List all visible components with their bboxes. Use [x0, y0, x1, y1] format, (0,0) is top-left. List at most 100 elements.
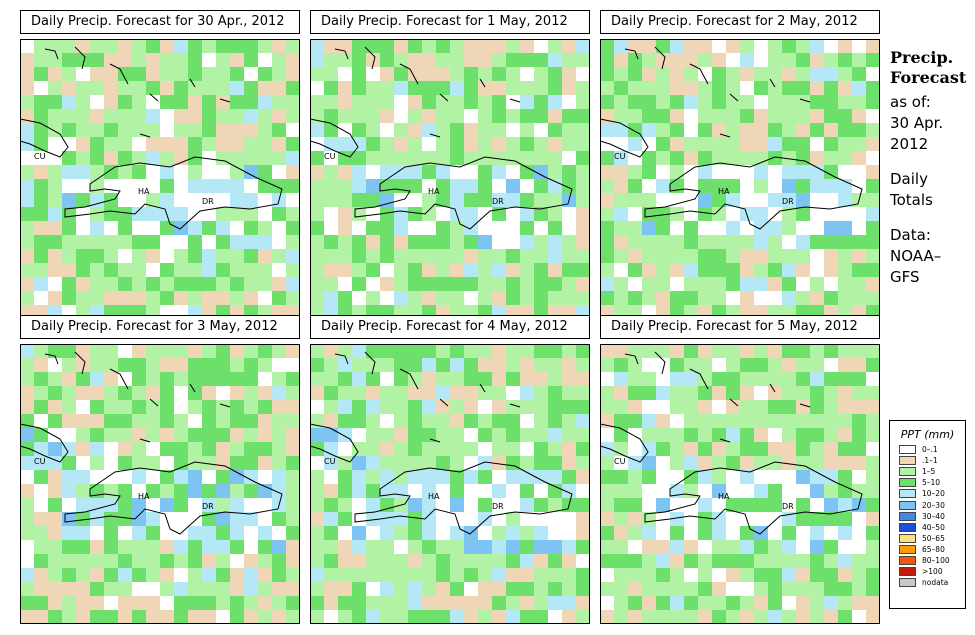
- precip-cell: [614, 151, 628, 165]
- precip-cell: [310, 344, 324, 358]
- precip-cell: [324, 221, 338, 235]
- precip-cell: [366, 526, 380, 540]
- precip-cell: [230, 291, 244, 305]
- precip-cell: [132, 165, 146, 179]
- precip-cell: [670, 95, 684, 109]
- precip-cell: [562, 610, 576, 624]
- precip-cell: [132, 291, 146, 305]
- precip-cell: [422, 414, 436, 428]
- precip-cell: [866, 554, 880, 568]
- precip-cell: [394, 207, 408, 221]
- precip-cell: [548, 165, 562, 179]
- precip-cell: [548, 582, 562, 596]
- precip-cell: [796, 386, 810, 400]
- precip-cell: [754, 498, 768, 512]
- precip-cell: [628, 235, 642, 249]
- legend-label: 10–20: [922, 489, 945, 499]
- precip-cell: [174, 610, 188, 624]
- precip-cell: [656, 221, 670, 235]
- precip-cell: [272, 81, 286, 95]
- precip-cell: [740, 291, 754, 305]
- precip-cell: [324, 428, 338, 442]
- precip-cell: [656, 414, 670, 428]
- precip-cell: [628, 442, 642, 456]
- precip-cell: [600, 179, 614, 193]
- precip-cell: [20, 372, 34, 386]
- precip-cell: [600, 484, 614, 498]
- coastline: [644, 461, 863, 535]
- precip-cell: [62, 470, 76, 484]
- precip-cell: [628, 386, 642, 400]
- precip-cell: [520, 221, 534, 235]
- title-line: Precip.: [890, 48, 954, 67]
- precip-cell: [422, 263, 436, 277]
- precip-cell: [796, 193, 810, 207]
- precip-cell: [216, 291, 230, 305]
- precip-cell: [216, 165, 230, 179]
- precip-cell: [352, 568, 366, 582]
- precip-cell: [810, 81, 824, 95]
- precip-cell: [48, 109, 62, 123]
- precip-cell: [712, 53, 726, 67]
- precip-cell: [740, 386, 754, 400]
- precip-cell: [866, 207, 880, 221]
- precip-cell: [174, 372, 188, 386]
- precip-cell: [380, 249, 394, 263]
- precip-cell: [824, 39, 838, 53]
- precip-cell: [782, 358, 796, 372]
- as-of-year: 2012: [890, 135, 929, 153]
- precip-cell: [48, 512, 62, 526]
- precip-cell: [866, 470, 880, 484]
- precip-cell: [20, 554, 34, 568]
- precip-cell: [450, 372, 464, 386]
- precip-cell: [118, 151, 132, 165]
- precip-cell: [492, 291, 506, 305]
- coastline: [399, 63, 419, 85]
- precip-cell: [76, 386, 90, 400]
- precip-cell: [62, 39, 76, 53]
- precip-cell: [202, 137, 216, 151]
- precip-cell: [366, 179, 380, 193]
- precip-cell: [656, 358, 670, 372]
- coastline: [654, 351, 666, 375]
- precip-cell: [782, 39, 796, 53]
- precip-cell: [76, 568, 90, 582]
- precip-cell: [34, 277, 48, 291]
- precip-cell: [104, 235, 118, 249]
- precip-cell: [216, 554, 230, 568]
- precip-cell: [492, 109, 506, 123]
- precip-cell: [216, 109, 230, 123]
- precip-cell: [408, 512, 422, 526]
- legend-swatch: [899, 456, 916, 466]
- precip-cell: [712, 179, 726, 193]
- precip-cell: [520, 582, 534, 596]
- precip-cell: [366, 582, 380, 596]
- precip-cell: [698, 470, 712, 484]
- precip-cell: [408, 442, 422, 456]
- precip-cell: [576, 95, 590, 109]
- precip-cell: [48, 179, 62, 193]
- coastline: [719, 438, 731, 443]
- precip-cell: [310, 428, 324, 442]
- precip-cell: [366, 249, 380, 263]
- precip-cell: [866, 400, 880, 414]
- precip-cell: [520, 179, 534, 193]
- precip-cell: [740, 53, 754, 67]
- precip-cell: [670, 221, 684, 235]
- precip-cell: [726, 484, 740, 498]
- precip-cell: [782, 498, 796, 512]
- precip-cell: [768, 291, 782, 305]
- precip-cell: [244, 456, 258, 470]
- precip-cell: [366, 540, 380, 554]
- precip-cell: [656, 442, 670, 456]
- precip-cell: [286, 235, 300, 249]
- precip-cell: [286, 484, 300, 498]
- precip-cell: [810, 291, 824, 305]
- precip-cell: [408, 235, 422, 249]
- precip-cell: [754, 358, 768, 372]
- precip-cell: [90, 540, 104, 554]
- precip-cell: [258, 263, 272, 277]
- precip-cell: [422, 81, 436, 95]
- precip-cell: [76, 207, 90, 221]
